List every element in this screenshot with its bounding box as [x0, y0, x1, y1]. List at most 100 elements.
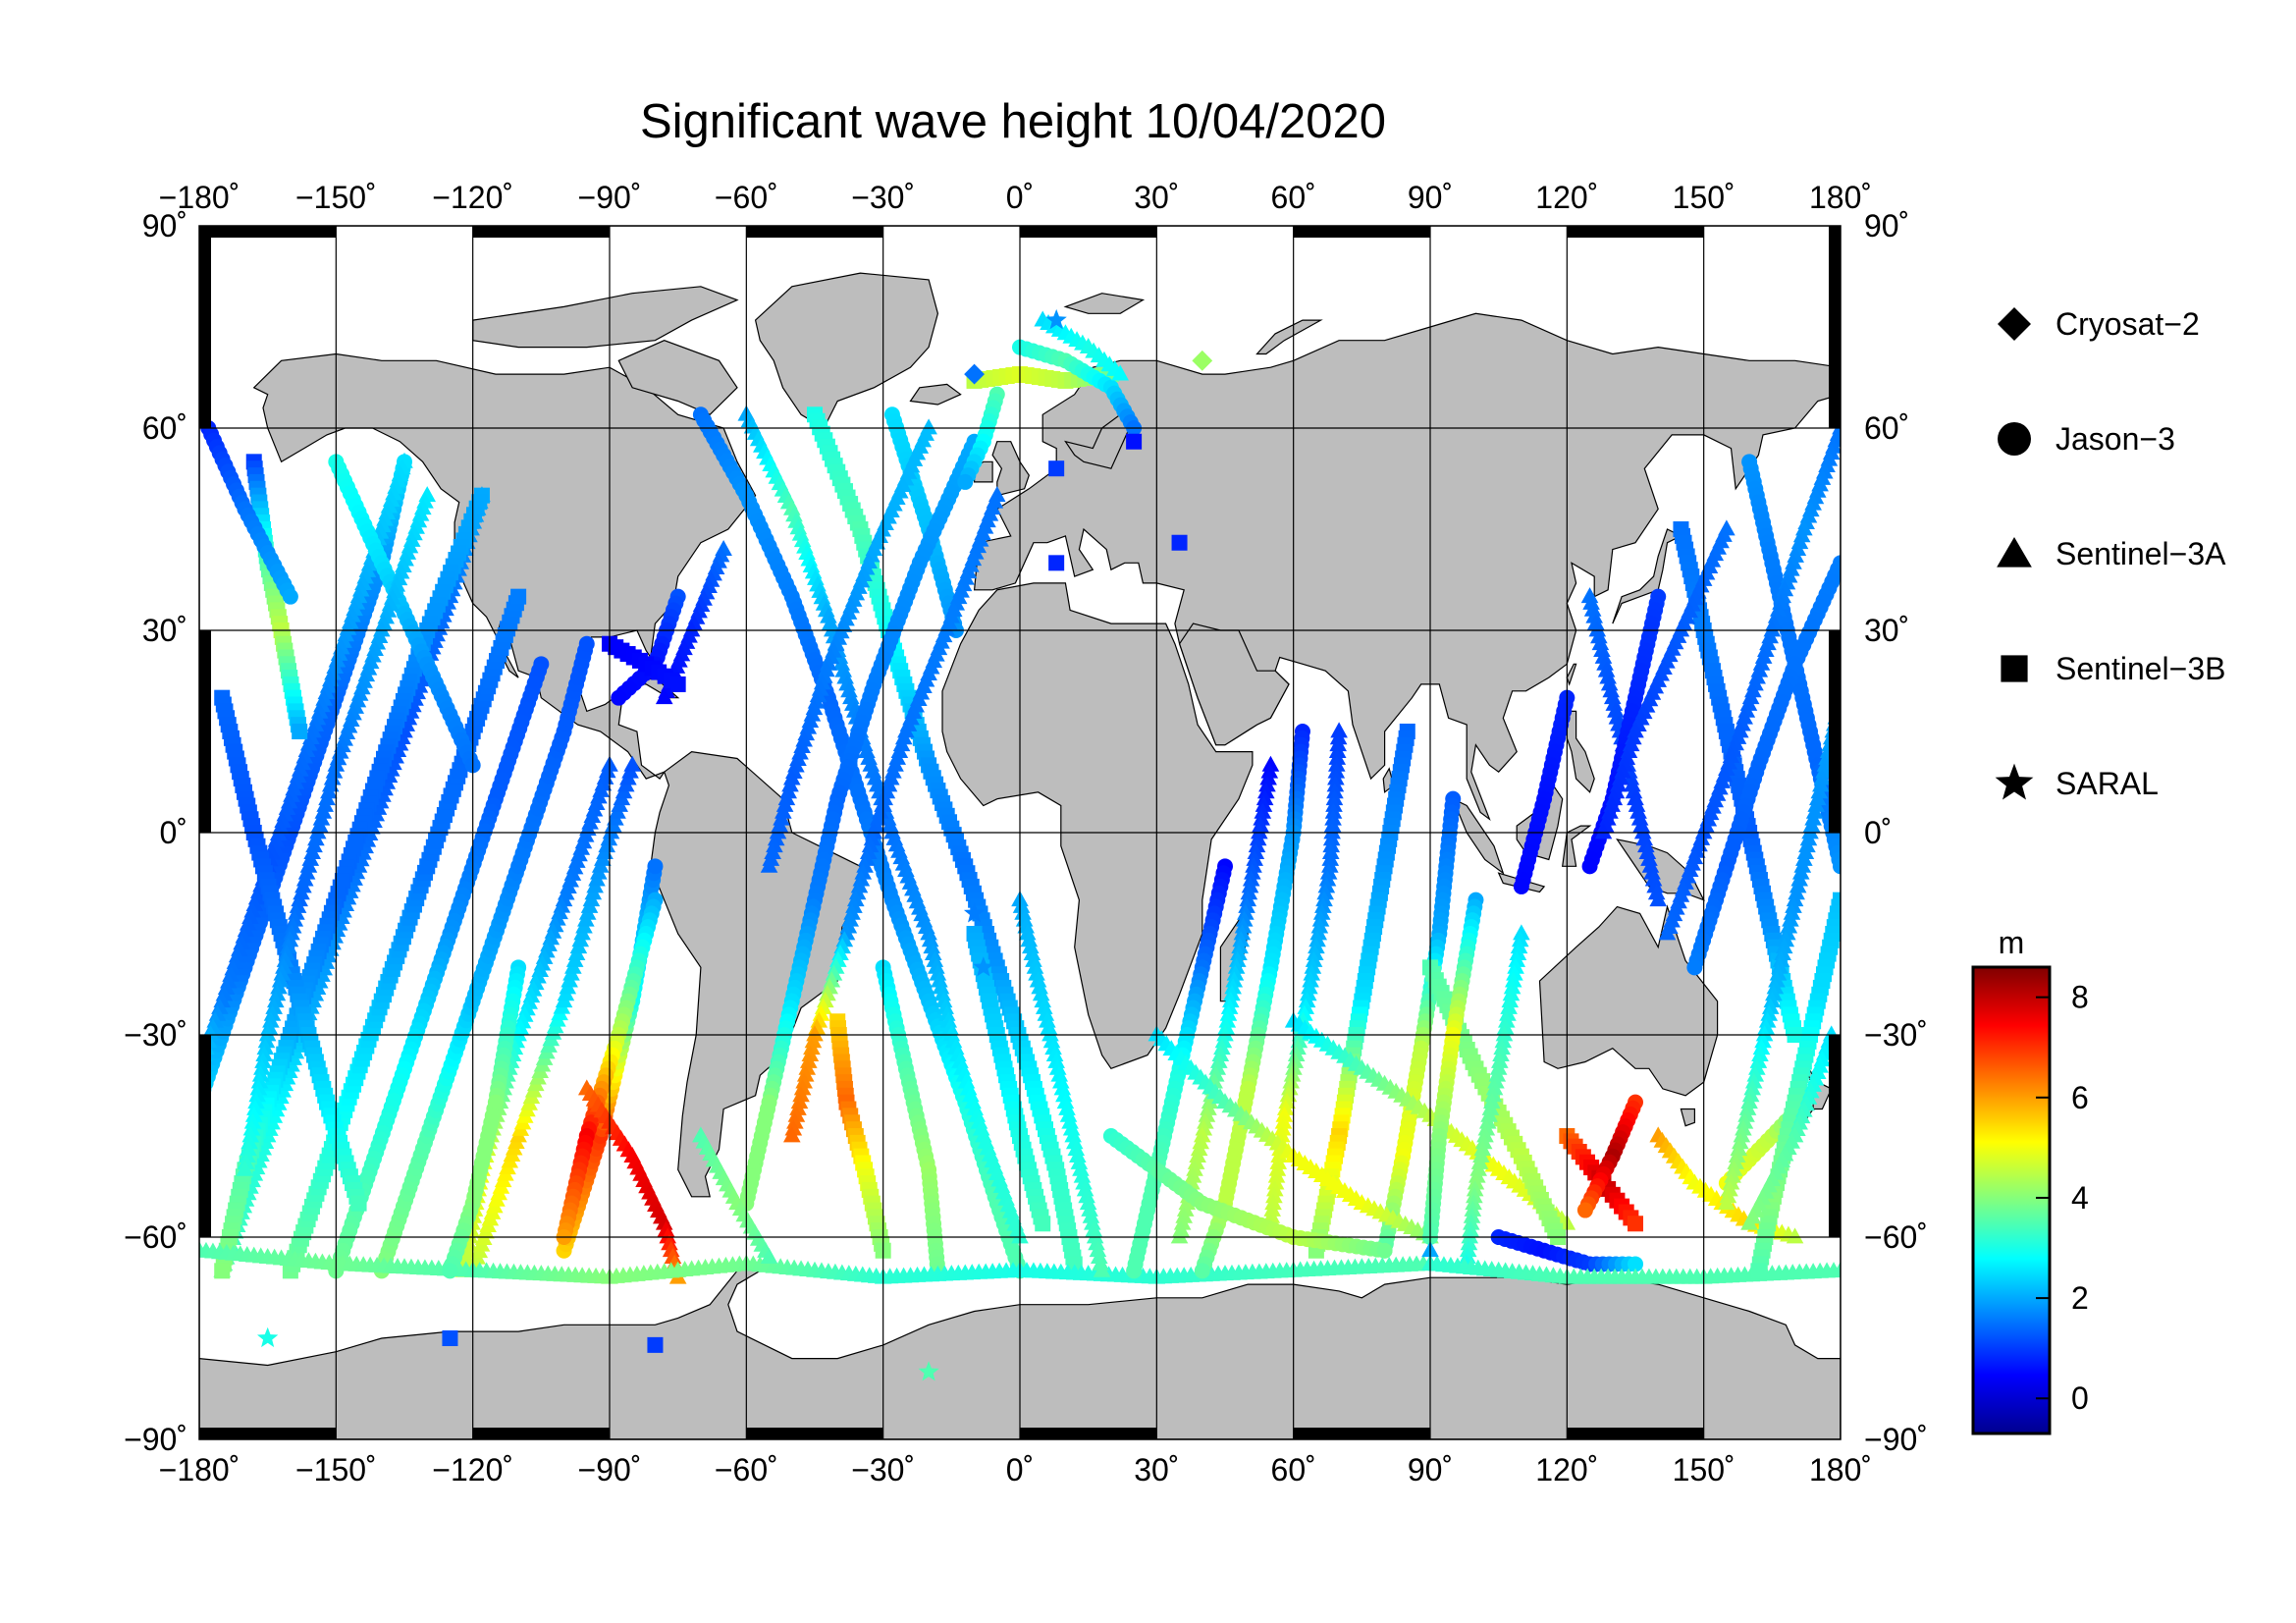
- swh-point: [1748, 1058, 1766, 1075]
- swh-point: [1504, 971, 1522, 988]
- swh-point: [1265, 1187, 1283, 1204]
- swh-point: [936, 998, 954, 1014]
- swh-point: [282, 588, 298, 605]
- swh-point: [1270, 1147, 1288, 1163]
- lon-tick-label-bottom: −30˚: [851, 1452, 915, 1488]
- lon-tick-label-bottom: 180˚: [1809, 1452, 1872, 1488]
- swh-point: [236, 1160, 254, 1176]
- swh-point: [1034, 992, 1052, 1008]
- swh-point: [1254, 802, 1272, 819]
- swh-point: [798, 1058, 817, 1075]
- swh-point: [1588, 621, 1607, 637]
- frame-segment-left: [199, 630, 211, 833]
- swh-point: [1048, 460, 1065, 477]
- swh-point: [1462, 1220, 1479, 1237]
- lat-tick-label-left: 0˚: [160, 815, 187, 850]
- swh-point: [1039, 1011, 1056, 1028]
- swh-point: [1730, 1140, 1748, 1157]
- swh-point: [1234, 917, 1253, 934]
- swh-point: [1061, 1112, 1079, 1129]
- swh-point: [929, 964, 947, 981]
- swh-point: [1804, 809, 1822, 826]
- swh-point: [1318, 870, 1337, 887]
- swh-point: [1302, 971, 1319, 988]
- swh-point: [1018, 924, 1037, 941]
- swh-point: [1052, 1072, 1070, 1089]
- chart-title: Significant wave height 10/04/2020: [640, 95, 1386, 148]
- lon-tick-label-bottom: 150˚: [1673, 1452, 1735, 1488]
- swh-point: [1042, 1032, 1061, 1049]
- frame-segment-left: [199, 1035, 211, 1237]
- swh-point: [1253, 809, 1270, 826]
- swh-point: [248, 1086, 267, 1103]
- colorbar-tick-label: 6: [2071, 1080, 2089, 1115]
- swh-point: [1494, 1032, 1513, 1049]
- swh-point: [1172, 1220, 1190, 1237]
- legend-item: Cryosat−2: [1998, 306, 2200, 342]
- swh-point: [1025, 950, 1042, 967]
- swh-point: [1269, 1153, 1288, 1169]
- swh-point: [1217, 1018, 1235, 1035]
- swh-point: [1279, 1086, 1298, 1103]
- swh-point: [1477, 1119, 1496, 1136]
- swh-point: [214, 1263, 231, 1279]
- lat-tick-label-right: 90˚: [1864, 208, 1909, 243]
- swh-point: [1774, 945, 1791, 960]
- swh-point: [1232, 931, 1251, 947]
- swh-point: [1201, 1093, 1219, 1109]
- swh-point: [1460, 1234, 1478, 1251]
- swh-point: [1192, 350, 1213, 371]
- swh-point: [1228, 950, 1247, 967]
- swh-point: [1596, 654, 1614, 671]
- swh-point: [1628, 795, 1646, 812]
- swh-point: [1597, 661, 1616, 677]
- land-philippines: [1566, 710, 1595, 793]
- legend-label: Sentinel−3B: [2056, 651, 2225, 686]
- swh-point: [760, 856, 778, 873]
- colorbar-tick-label: 0: [2071, 1380, 2089, 1416]
- swh-point: [1251, 823, 1268, 839]
- swh-point: [1041, 1025, 1059, 1042]
- lat-tick-label-left: −30˚: [124, 1017, 187, 1053]
- swh-point: [803, 1039, 821, 1055]
- swh-point: [1513, 924, 1530, 941]
- swh-point: [256, 1039, 275, 1055]
- legend-item: Sentinel−3A: [1997, 536, 2226, 571]
- swh-point: [1303, 964, 1321, 981]
- swh-point: [1248, 837, 1266, 853]
- lat-tick-label-left: 30˚: [142, 613, 187, 648]
- legend-label: Sentinel−3A: [2056, 536, 2226, 571]
- swh-point: [957, 473, 974, 490]
- swh-point: [1768, 971, 1786, 988]
- swh-point: [1240, 884, 1258, 900]
- swh-point: [789, 1099, 807, 1115]
- lon-tick-label-top: −60˚: [715, 180, 778, 215]
- swh-point: [1298, 992, 1316, 1008]
- swh-point: [1470, 1153, 1489, 1169]
- swh-point: [1259, 769, 1277, 785]
- swh-point: [1758, 1011, 1777, 1028]
- swh-point: [800, 1052, 818, 1068]
- swh-point: [1257, 783, 1275, 799]
- lat-tick-label-left: −90˚: [124, 1422, 187, 1457]
- lat-tick-label-right: −60˚: [1864, 1219, 1928, 1255]
- swh-point: [1496, 1018, 1515, 1035]
- swh-point: [1513, 878, 1529, 894]
- frame-segment-bottom: [1293, 1428, 1430, 1439]
- swh-point: [1641, 856, 1660, 873]
- swh-point: [1023, 945, 1041, 960]
- swh-point: [254, 1052, 272, 1068]
- frame-segment-bottom: [1567, 1428, 1704, 1439]
- swh-point: [1478, 1112, 1497, 1129]
- swh-point: [1222, 992, 1240, 1008]
- swh-point: [1026, 957, 1044, 974]
- lon-tick-label-top: 120˚: [1535, 180, 1598, 215]
- swh-point: [1225, 971, 1244, 988]
- map-frame: [198, 225, 1842, 1440]
- swh-point: [787, 1106, 806, 1122]
- swh-point: [1754, 1032, 1772, 1049]
- lon-tick-label-top: 0˚: [1006, 180, 1034, 215]
- colorbar-ramp: [1971, 965, 2052, 1435]
- swh-point: [1069, 1147, 1087, 1163]
- lon-tick-label-bottom: −150˚: [295, 1452, 377, 1488]
